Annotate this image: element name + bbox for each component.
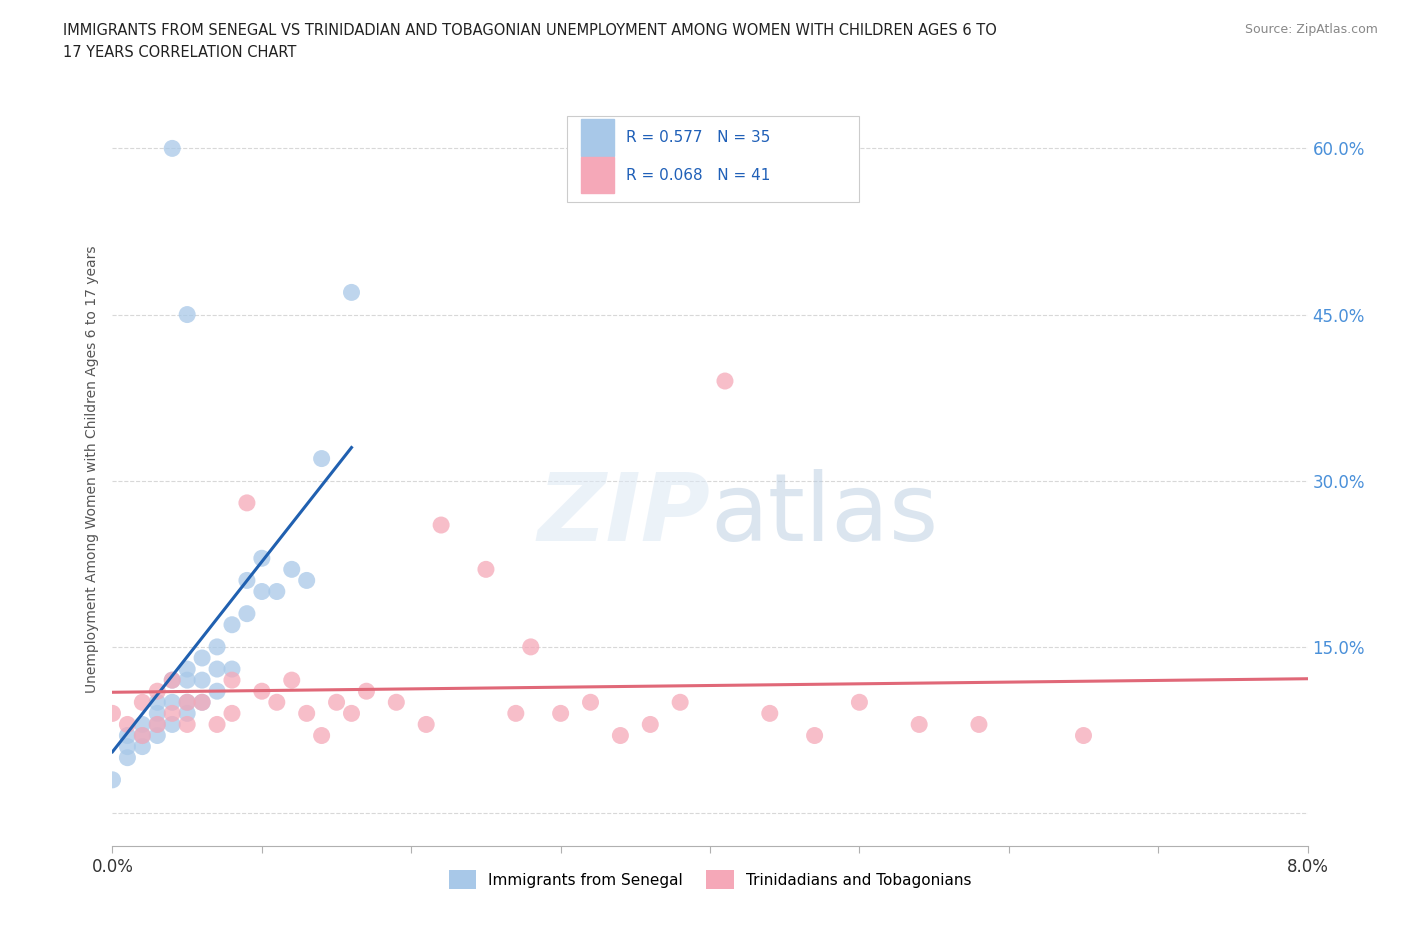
Point <box>221 661 243 676</box>
Point <box>176 717 198 732</box>
Point <box>1073 728 1095 743</box>
Point <box>669 695 692 710</box>
Point <box>146 728 169 743</box>
Point <box>117 728 139 743</box>
Point <box>117 717 139 732</box>
Point <box>236 573 259 588</box>
Point <box>295 706 318 721</box>
Point <box>759 706 782 721</box>
Point <box>191 695 214 710</box>
Point <box>505 706 527 721</box>
Point <box>131 728 153 743</box>
Point <box>281 562 304 577</box>
Point <box>340 285 363 299</box>
Point <box>146 717 169 732</box>
Point <box>340 706 363 721</box>
Point <box>176 661 198 676</box>
Point <box>803 728 825 743</box>
Point <box>131 739 153 754</box>
Point <box>162 717 183 732</box>
Point <box>205 717 228 732</box>
Point <box>325 695 347 710</box>
Point <box>714 374 737 389</box>
Point <box>117 739 139 754</box>
Point <box>146 695 169 710</box>
Point <box>475 562 498 577</box>
Point <box>967 717 990 732</box>
Point <box>640 717 662 732</box>
Point <box>266 584 288 599</box>
Point <box>430 518 453 533</box>
Point <box>131 695 153 710</box>
Point <box>117 751 139 765</box>
Text: R = 0.577   N = 35: R = 0.577 N = 35 <box>627 130 770 145</box>
Point <box>250 584 273 599</box>
Point <box>205 640 228 655</box>
Point <box>191 695 214 710</box>
Point <box>101 706 124 721</box>
Text: ZIP: ZIP <box>537 469 710 561</box>
Point <box>191 651 214 666</box>
Point <box>908 717 931 732</box>
Bar <box>581 119 614 155</box>
Point <box>176 695 198 710</box>
Point <box>250 551 273 565</box>
Point <box>415 717 437 732</box>
Point <box>221 706 243 721</box>
Point <box>550 706 572 721</box>
Point <box>236 606 259 621</box>
Point <box>146 706 169 721</box>
Text: 17 YEARS CORRELATION CHART: 17 YEARS CORRELATION CHART <box>63 45 297 60</box>
Point <box>162 672 183 687</box>
Point <box>250 684 273 698</box>
Point <box>266 695 288 710</box>
Point <box>609 728 631 743</box>
Point <box>385 695 408 710</box>
Point <box>176 695 198 710</box>
Point <box>221 618 243 632</box>
Point <box>236 496 259 511</box>
Point <box>579 695 602 710</box>
Point <box>848 695 870 710</box>
Point <box>176 672 198 687</box>
Point <box>176 307 198 322</box>
Text: R = 0.068   N = 41: R = 0.068 N = 41 <box>627 167 770 182</box>
Point <box>162 672 183 687</box>
Point <box>162 141 183 156</box>
Point <box>176 706 198 721</box>
Point <box>146 717 169 732</box>
Point <box>191 672 214 687</box>
Point <box>281 672 304 687</box>
Point <box>311 451 333 466</box>
Point <box>131 728 153 743</box>
Point <box>205 661 228 676</box>
Point <box>131 717 153 732</box>
Point <box>162 695 183 710</box>
Point <box>221 672 243 687</box>
Bar <box>581 157 614 193</box>
Point <box>205 684 228 698</box>
Text: atlas: atlas <box>710 469 938 561</box>
Point <box>520 640 543 655</box>
Text: Source: ZipAtlas.com: Source: ZipAtlas.com <box>1244 23 1378 36</box>
Point <box>356 684 378 698</box>
Point <box>162 706 183 721</box>
FancyBboxPatch shape <box>567 115 859 202</box>
Point <box>311 728 333 743</box>
Text: IMMIGRANTS FROM SENEGAL VS TRINIDADIAN AND TOBAGONIAN UNEMPLOYMENT AMONG WOMEN W: IMMIGRANTS FROM SENEGAL VS TRINIDADIAN A… <box>63 23 997 38</box>
Legend: Immigrants from Senegal, Trinidadians and Tobagonians: Immigrants from Senegal, Trinidadians an… <box>443 864 977 896</box>
Y-axis label: Unemployment Among Women with Children Ages 6 to 17 years: Unemployment Among Women with Children A… <box>86 246 100 694</box>
Point <box>101 773 124 788</box>
Point <box>146 684 169 698</box>
Point <box>295 573 318 588</box>
